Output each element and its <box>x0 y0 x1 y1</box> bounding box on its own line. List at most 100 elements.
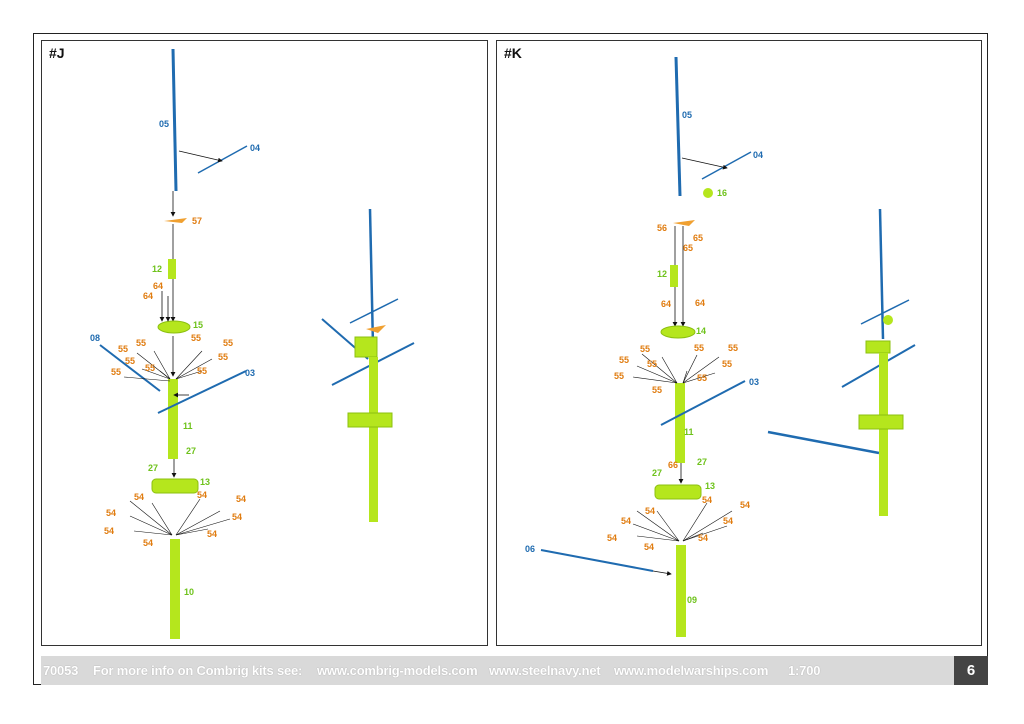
label-06: 06 <box>525 544 535 554</box>
label-54-1: 54 <box>134 492 144 502</box>
info-text: For more info on Combrig kits see: <box>93 663 303 678</box>
yard-06 <box>540 549 654 572</box>
mast-section-09 <box>676 545 686 637</box>
label-54-4: 54 <box>106 508 116 518</box>
part-12 <box>168 259 176 279</box>
diagram-j: 05 04 57 12 64 64 15 08 55 55 55 55 55 5… <box>90 48 415 639</box>
label-03: 03 <box>749 377 759 387</box>
label-55-2: 55 <box>694 343 704 353</box>
label-54-3: 54 <box>236 494 246 504</box>
panel-k-title: #K <box>504 45 522 61</box>
arrows-55 <box>632 353 720 384</box>
label-12: 12 <box>152 264 162 274</box>
assembled-topmast <box>878 208 885 340</box>
panel-k: #K <box>496 40 982 646</box>
platform-13 <box>654 484 702 500</box>
label-54-5: 54 <box>232 512 242 522</box>
label-54-4: 54 <box>621 516 631 526</box>
label-11: 11 <box>684 427 694 437</box>
label-57: 57 <box>192 216 202 226</box>
yard-04 <box>197 145 248 174</box>
label-08: 08 <box>90 333 100 343</box>
label-04: 04 <box>250 143 260 153</box>
label-11: 11 <box>183 421 193 431</box>
label-05: 05 <box>682 110 692 120</box>
label-65a: 65 <box>693 233 703 243</box>
label-64a: 64 <box>695 298 705 308</box>
label-27a: 27 <box>186 446 196 456</box>
label-55-9: 55 <box>652 385 662 395</box>
yard-04 <box>701 151 752 180</box>
part-57 <box>164 218 187 223</box>
yard-08 <box>99 344 161 392</box>
label-16: 16 <box>717 188 727 198</box>
mast-section-11 <box>168 379 178 459</box>
label-27b: 27 <box>148 463 158 473</box>
label-15: 15 <box>193 320 203 330</box>
label-27b: 27 <box>652 468 662 478</box>
label-55-1: 55 <box>118 344 128 354</box>
label-13: 13 <box>200 477 210 487</box>
mast-section-10 <box>170 539 180 639</box>
link-steelnavy[interactable]: www.steelnavy.net <box>489 663 601 678</box>
diagram-k: 05 04 16 56 65 65 12 64 64 14 55 55 55 5… <box>525 56 916 637</box>
label-12: 12 <box>657 269 667 279</box>
label-54-1: 54 <box>702 495 712 505</box>
label-55-2: 55 <box>136 338 146 348</box>
link-combrig[interactable]: www.combrig-models.com <box>317 663 478 678</box>
label-05: 05 <box>159 119 169 129</box>
label-55-4: 55 <box>145 363 155 373</box>
label-55-9: 55 <box>197 366 207 376</box>
label-09: 09 <box>687 595 697 605</box>
part-16 <box>703 188 713 198</box>
label-66: 66 <box>668 460 678 470</box>
arrows-55 <box>123 350 213 382</box>
assembled-topmast <box>368 208 375 347</box>
label-14: 14 <box>696 326 706 336</box>
label-54-2: 54 <box>645 506 655 516</box>
label-04: 04 <box>753 150 763 160</box>
label-55-5: 55 <box>111 367 121 377</box>
label-55-8: 55 <box>218 352 228 362</box>
label-56: 56 <box>657 223 667 233</box>
arrows-54 <box>632 502 733 542</box>
label-03: 03 <box>245 368 255 378</box>
label-64b: 64 <box>661 299 671 309</box>
label-64b: 64 <box>143 291 153 301</box>
link-modelwarships[interactable]: www.modelwarships.com <box>614 663 769 678</box>
label-64a: 64 <box>153 281 163 291</box>
label-55-4: 55 <box>619 355 629 365</box>
label-54-5: 54 <box>723 516 733 526</box>
label-54-8: 54 <box>143 538 153 548</box>
mast-section-11 <box>675 383 685 463</box>
label-54-3: 54 <box>740 500 750 510</box>
label-27a: 27 <box>697 457 707 467</box>
label-55-7: 55 <box>191 333 201 343</box>
label-13: 13 <box>705 481 715 491</box>
kit-code: 70053 <box>43 663 79 678</box>
yard-03 <box>157 370 247 414</box>
platform-13 <box>151 478 199 494</box>
page-number: 6 <box>954 656 988 685</box>
platform-15 <box>157 320 191 334</box>
label-54-7: 54 <box>698 533 708 543</box>
scale-text: 1:700 <box>788 663 821 678</box>
label-55-6: 55 <box>722 359 732 369</box>
label-55-7: 55 <box>614 371 624 381</box>
label-54-6: 54 <box>104 526 114 536</box>
label-54-6: 54 <box>607 533 617 543</box>
mast-topmast-05 <box>171 48 178 192</box>
arrows-54 <box>129 498 231 536</box>
panel-j: #J <box>41 40 488 646</box>
label-55-8: 55 <box>697 373 707 383</box>
footer-bar: 70053 For more info on Combrig kits see:… <box>41 656 954 685</box>
yard-03 <box>660 380 746 426</box>
label-54-2: 54 <box>197 490 207 500</box>
label-54-8: 54 <box>644 542 654 552</box>
mast-topmast-05 <box>674 56 682 197</box>
label-65b: 65 <box>683 243 693 253</box>
label-55-6: 55 <box>223 338 233 348</box>
panel-j-title: #J <box>49 45 65 61</box>
platform-14 <box>660 325 696 339</box>
label-55-1: 55 <box>640 344 650 354</box>
